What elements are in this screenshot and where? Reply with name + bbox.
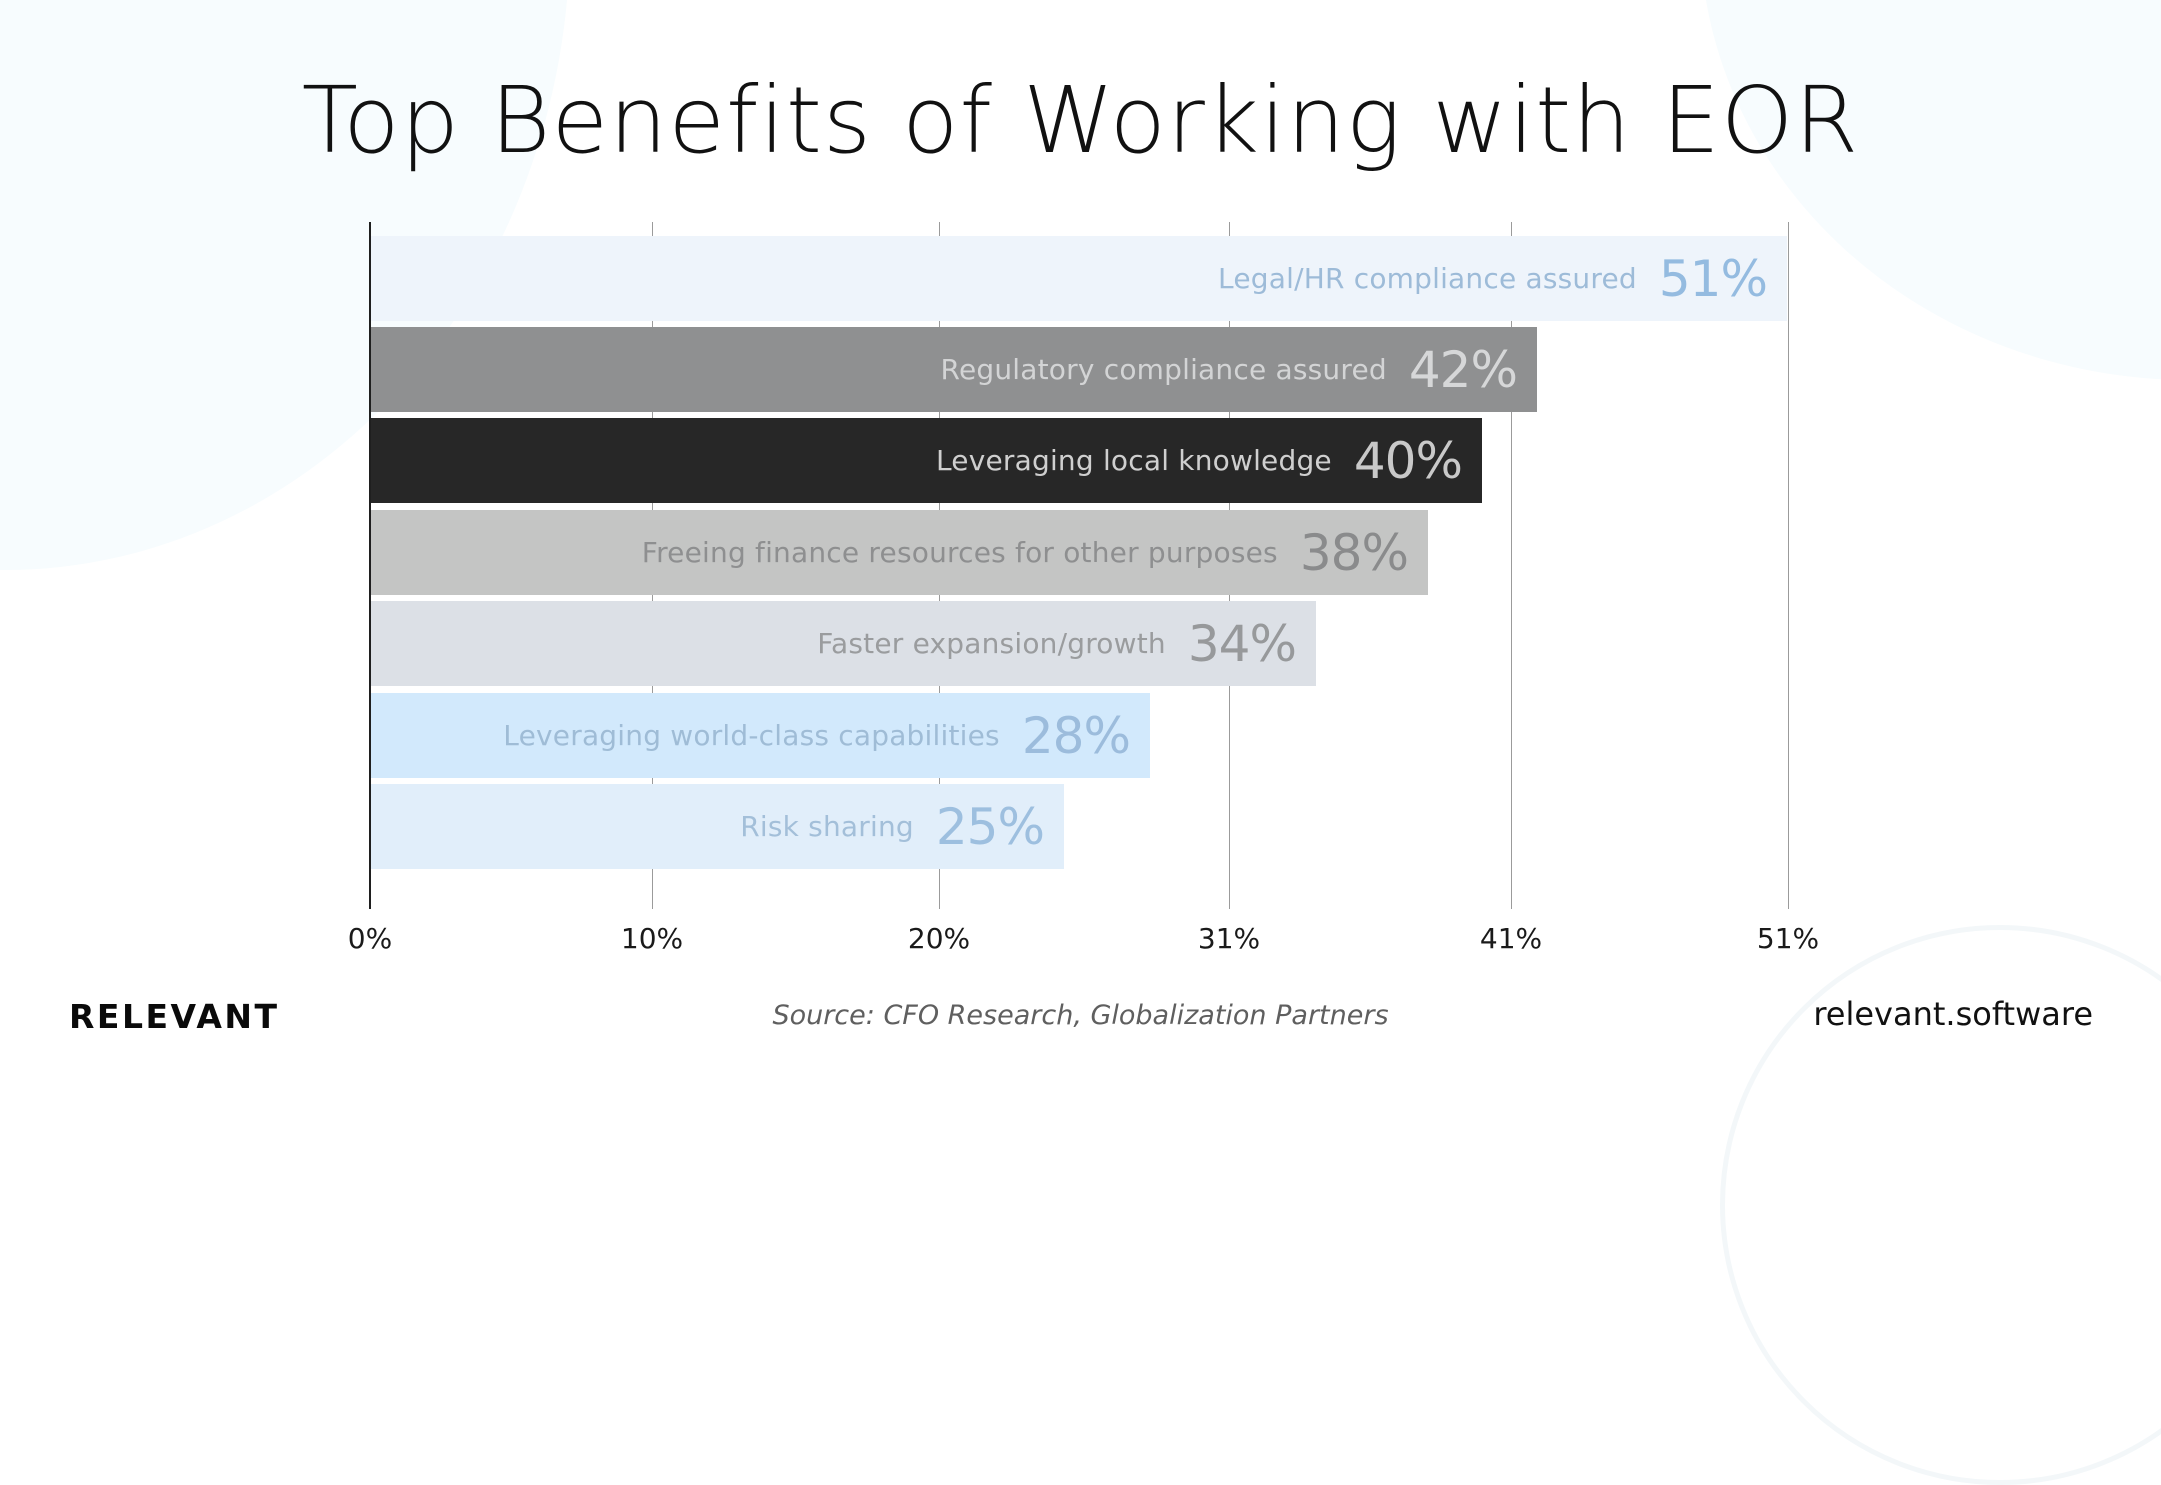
gridline-41 [1511, 222, 1512, 909]
bar-label: Regulatory compliance assured [940, 353, 1387, 386]
bar-label: Freeing finance resources for other purp… [641, 536, 1278, 569]
chart-title: Top Benefits of Working with EOR [301, 67, 1860, 174]
bar-value: 42% [1408, 340, 1518, 399]
x-tick-label: 31% [1197, 922, 1261, 955]
bar-label: Risk sharing [740, 810, 914, 843]
bar-legal-hr-compliance: Legal/HR compliance assured 51% [370, 236, 1787, 321]
bar-value: 28% [1021, 706, 1131, 765]
bar-value: 25% [935, 797, 1045, 856]
bar-regulatory-compliance: Regulatory compliance assured 42% [370, 327, 1537, 412]
x-tick-label: 0% [347, 922, 393, 955]
x-tick-label: 10% [620, 922, 684, 955]
y-axis-line [369, 222, 371, 909]
bar-value: 40% [1353, 431, 1463, 490]
bar-chart: Legal/HR compliance assured 51% Regulato… [347, 222, 1820, 955]
bar-label: Leveraging world-class capabilities [503, 719, 1000, 752]
gridline-51 [1788, 222, 1789, 909]
bar-value: 51% [1658, 249, 1768, 308]
bar-label: Faster expansion/growth [817, 627, 1166, 660]
bar-label: Leveraging local knowledge [935, 444, 1332, 477]
bar-world-class-capabilities: Leveraging world-class capabilities 28% [370, 693, 1150, 778]
bar-value: 38% [1299, 523, 1409, 582]
bar-faster-expansion: Faster expansion/growth 34% [370, 601, 1316, 686]
x-tick-label: 41% [1479, 922, 1543, 955]
website-link[interactable]: relevant.software [1813, 995, 2093, 1033]
bar-freeing-finance: Freeing finance resources for other purp… [370, 510, 1428, 595]
bar-value: 34% [1187, 614, 1297, 673]
bar-label: Legal/HR compliance assured [1218, 262, 1637, 295]
bar-risk-sharing: Risk sharing 25% [370, 784, 1064, 869]
source-note: Source: CFO Research, Globalization Part… [772, 1000, 1389, 1031]
x-tick-label: 20% [907, 922, 971, 955]
bar-local-knowledge: Leveraging local knowledge 40% [370, 418, 1482, 503]
brand-logo: RELEVANT [69, 997, 280, 1036]
x-tick-label: 51% [1756, 922, 1820, 955]
